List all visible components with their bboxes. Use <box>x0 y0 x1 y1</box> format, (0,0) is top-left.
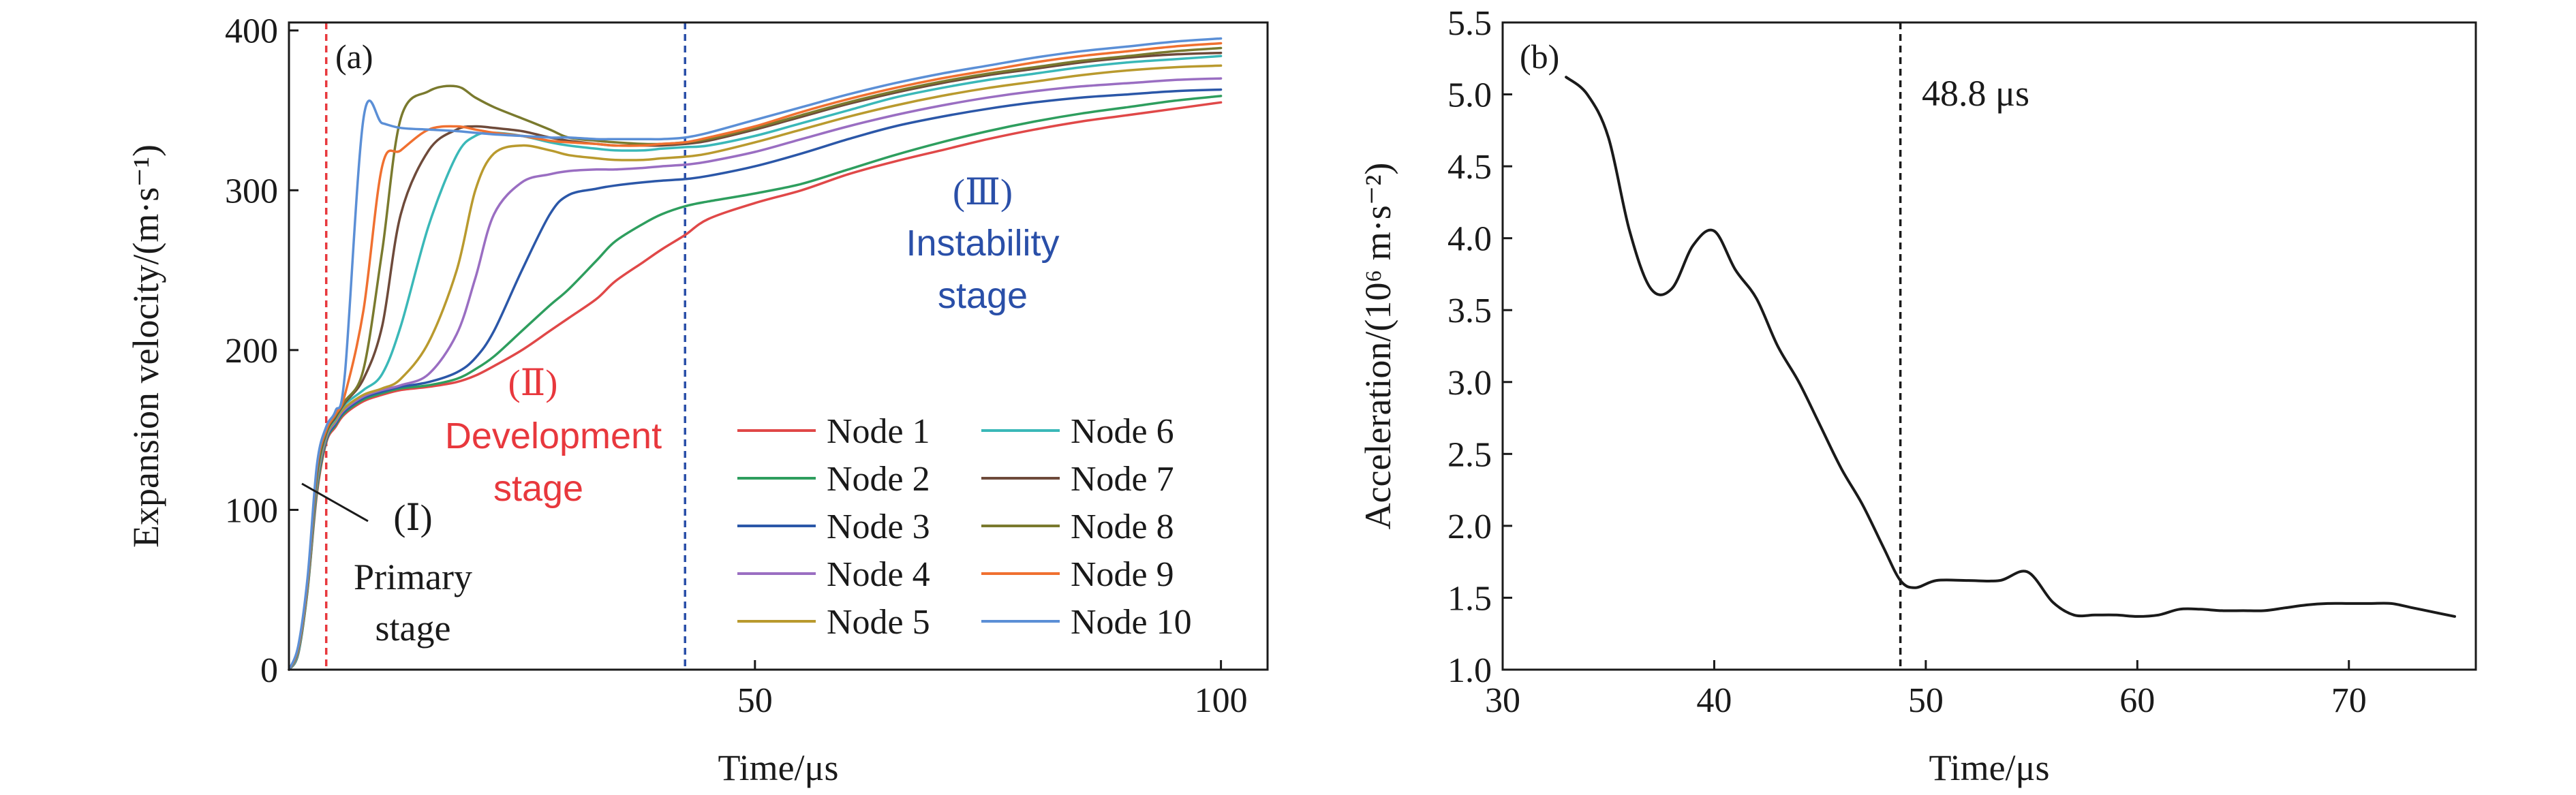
panel-a-frame <box>288 21 1269 671</box>
legend-label: Node 8 <box>1071 508 1174 546</box>
panel-b-frame <box>1501 21 2477 671</box>
panel-a-legend: Node 1 Node 2 Node 3 Node 4 Node 5 Node 6 Node… <box>737 412 1192 642</box>
panel-a-x-axis-label: Time/μs <box>718 747 838 788</box>
instability-stage-word: Instability <box>906 223 1059 264</box>
legend-entry-node-5: Node 5 <box>737 603 930 642</box>
series-line-node-10 <box>288 37 1223 671</box>
legend-entry-node-3: Node 3 <box>737 508 930 546</box>
panel-b-x-axis-label: Time/μs <box>1929 747 2049 788</box>
y-tick-label: 4.0 <box>1447 220 1492 259</box>
instability-stage-suffix: stage <box>938 275 1028 316</box>
time-marker-annotation: 48.8 μs <box>1922 73 2029 114</box>
primary-stage-suffix: stage <box>375 608 451 649</box>
legend-label: Node 5 <box>827 603 930 642</box>
stage-divider-lines <box>324 22 686 670</box>
legend-label: Node 10 <box>1071 603 1192 642</box>
panel-b-y-axis-label: Acceleration/(10⁶ m·s⁻²) <box>1358 163 1398 530</box>
legend-label: Node 7 <box>1071 460 1174 499</box>
x-tick-label: 50 <box>737 681 773 720</box>
y-tick-label: 2.0 <box>1447 508 1492 546</box>
y-tick-label: 3.0 <box>1447 364 1492 403</box>
legend-entry-node-1: Node 1 <box>737 412 930 451</box>
x-tick-label: 60 <box>2119 681 2155 720</box>
y-tick-label: 300 <box>225 172 278 211</box>
y-tick-label: 400 <box>225 12 278 51</box>
x-tick-label: 100 <box>1195 681 1248 720</box>
y-tick-label: 2.5 <box>1447 435 1492 474</box>
panel-b-y-ticks: 1.0 1.5 2.0 2.5 3.0 3.5 4.0 4.5 5.0 5.5 <box>1447 4 1512 690</box>
legend-entry-node-9: Node 9 <box>981 555 1174 594</box>
y-tick-label: 5.0 <box>1447 76 1492 115</box>
y-tick-label: 200 <box>225 332 278 371</box>
panel-a-label: (a) <box>335 37 373 76</box>
legend-label: Node 4 <box>827 555 930 594</box>
legend-label: Node 2 <box>827 460 930 499</box>
instability-stage-annotation: (Ⅲ) Instability stage <box>906 172 1059 316</box>
instability-stage-numeral: (Ⅲ) <box>953 172 1013 213</box>
y-tick-label: 1.0 <box>1447 651 1492 690</box>
panel-b-label: (b) <box>1520 37 1559 76</box>
x-tick-label: 70 <box>2331 681 2367 720</box>
legend-entry-node-8: Node 8 <box>981 508 1174 546</box>
legend-label: Node 9 <box>1071 555 1174 594</box>
legend-label: Node 6 <box>1071 412 1174 451</box>
y-tick-label: 100 <box>225 491 278 530</box>
primary-stage-numeral: (Ⅰ) <box>393 497 432 538</box>
panel-b: 30 40 50 60 70 1.0 1.5 2.0 2.5 3.0 3.5 4.0 4.5 5.0 5.… <box>1358 4 2477 788</box>
panel-a-y-ticks: 0 100 200 300 400 <box>225 12 298 690</box>
legend-entry-node-2: Node 2 <box>737 460 930 499</box>
panel-a-y-axis-label: Expansion velocity/(m·s⁻¹) <box>125 144 166 548</box>
legend-label: Node 3 <box>827 508 930 546</box>
legend-entry-node-10: Node 10 <box>981 603 1192 642</box>
x-tick-label: 40 <box>1696 681 1732 720</box>
y-tick-label: 0 <box>260 651 278 690</box>
legend-entry-node-4: Node 4 <box>737 555 930 594</box>
legend-entry-node-7: Node 7 <box>981 460 1174 499</box>
y-tick-label: 5.5 <box>1447 4 1492 43</box>
panel-a-x-ticks: 50 100 <box>737 660 1248 720</box>
y-tick-label: 3.5 <box>1447 292 1492 330</box>
series-line-acceleration <box>1565 76 2456 618</box>
x-tick-label: 30 <box>1485 681 1520 720</box>
development-stage-suffix: stage <box>493 468 583 509</box>
series-line-node-9 <box>288 42 1223 671</box>
x-tick-label: 50 <box>1908 681 1944 720</box>
panel-b-x-ticks: 30 40 50 60 70 <box>1485 660 2367 720</box>
y-tick-label: 1.5 <box>1447 579 1492 618</box>
velocity-series <box>288 37 1223 671</box>
legend-label: Node 1 <box>827 412 930 451</box>
y-tick-label: 4.5 <box>1447 148 1492 187</box>
development-stage-numeral: (Ⅱ) <box>508 362 558 403</box>
acceleration-series <box>1565 76 2456 618</box>
development-stage-annotation: (Ⅱ) Development stage <box>445 362 662 509</box>
primary-stage-word: Primary <box>354 557 472 597</box>
primary-stage-pointer <box>301 482 369 523</box>
development-stage-word: Development <box>445 416 662 456</box>
panel-a: 50 100 0 100 200 300 400 (a) Time/μs Expansio… <box>125 12 1269 788</box>
primary-stage-annotation: (Ⅰ) Primary stage <box>354 497 472 649</box>
legend-entry-node-6: Node 6 <box>981 412 1174 451</box>
